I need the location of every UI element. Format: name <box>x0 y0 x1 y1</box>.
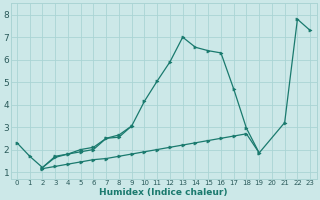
X-axis label: Humidex (Indice chaleur): Humidex (Indice chaleur) <box>99 188 228 197</box>
